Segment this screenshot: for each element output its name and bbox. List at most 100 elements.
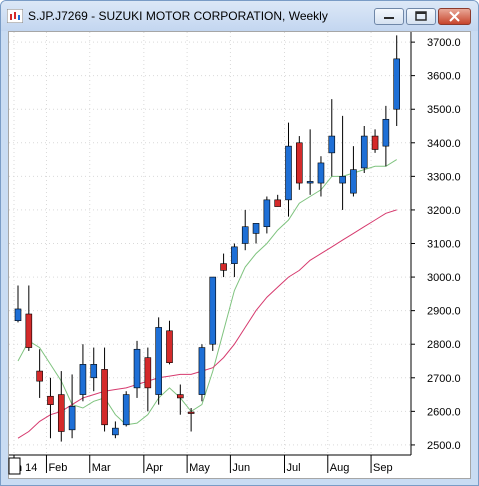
- candle-up: [14, 285, 22, 323]
- candle-up: [68, 374, 76, 439]
- ma-short-line: [17, 159, 397, 426]
- candle-up: [252, 223, 260, 244]
- candle-body: [68, 406, 76, 431]
- ma-long-line: [17, 209, 397, 439]
- y-tick-label: 3300.0: [427, 171, 461, 183]
- candle-body: [296, 142, 303, 184]
- candle-up: [263, 196, 271, 234]
- y-tick-label: 2900.0: [427, 306, 461, 318]
- candle-body: [382, 118, 390, 147]
- candle-down: [166, 320, 173, 365]
- y-tick-label: 2600.0: [427, 406, 461, 418]
- candle-body: [231, 246, 238, 264]
- x-tick-label: Jun: [232, 462, 250, 474]
- candle-up: [90, 347, 98, 392]
- candle-up: [328, 99, 336, 177]
- candle-body: [241, 226, 249, 244]
- y-tick-label: 3700.0: [427, 37, 461, 49]
- candle-down: [25, 285, 33, 351]
- scroll-handle: [8, 457, 21, 475]
- y-tick-label: 2800.0: [427, 339, 461, 351]
- x-tick-label: May: [189, 462, 210, 474]
- window-title: S.JP.J7269 - SUZUKI MOTOR CORPORATION, W…: [28, 9, 328, 23]
- candle-down: [57, 371, 65, 442]
- x-tick-label: Aug: [330, 462, 350, 474]
- chart-app-icon: [7, 9, 23, 23]
- moving-average-layer: [17, 159, 397, 439]
- candle-body: [177, 394, 184, 399]
- y-tick-label: 3400.0: [427, 138, 461, 150]
- candle-body: [393, 58, 401, 110]
- candle-up: [360, 126, 368, 173]
- maximize-icon: [415, 11, 427, 21]
- x-tick-label: Feb: [48, 462, 67, 474]
- candle-body: [220, 263, 227, 271]
- candle-body: [133, 348, 141, 389]
- candle-body: [79, 364, 87, 395]
- candle-up: [382, 105, 390, 167]
- candle-body: [122, 394, 130, 426]
- candle-down: [187, 408, 195, 432]
- candle-up: [306, 129, 314, 195]
- x-tick-label: Jul: [287, 462, 301, 474]
- candle-body: [350, 169, 357, 194]
- candle-layer: [14, 35, 401, 442]
- close-icon: [449, 11, 460, 22]
- candle-up: [241, 209, 249, 251]
- candle-body: [112, 427, 119, 436]
- candle-down: [296, 136, 303, 190]
- candle-up: [133, 340, 141, 398]
- x-tick-label: Mar: [92, 462, 111, 474]
- close-button[interactable]: [438, 8, 471, 25]
- candle-body: [209, 276, 217, 345]
- candle-up: [285, 122, 292, 217]
- x-tick-label: Sep: [373, 462, 393, 474]
- y-tick-label: 3600.0: [427, 71, 461, 83]
- candle-body: [328, 135, 336, 154]
- candle-body: [57, 394, 65, 432]
- candle-body: [198, 347, 206, 395]
- candle-body: [14, 308, 22, 322]
- y-tick-label: 3100.0: [427, 239, 461, 251]
- maximize-button[interactable]: [406, 8, 436, 25]
- candle-down: [177, 384, 184, 415]
- candle-up: [231, 243, 238, 278]
- y-tick-label: 2500.0: [427, 440, 461, 452]
- candle-body: [47, 395, 54, 405]
- candle-body: [101, 369, 108, 426]
- candle-up: [122, 391, 130, 427]
- candle-up: [155, 317, 162, 405]
- candle-down: [101, 347, 108, 432]
- candle-body: [306, 181, 314, 184]
- candle-body: [166, 330, 173, 363]
- minimize-icon: [384, 17, 394, 19]
- y-tick-label: 3000.0: [427, 272, 461, 284]
- title-bar[interactable]: S.JP.J7269 - SUZUKI MOTOR CORPORATION, W…: [1, 1, 478, 31]
- candle-up: [79, 344, 87, 402]
- minimize-button[interactable]: [374, 8, 404, 25]
- candle-body: [371, 135, 379, 150]
- candle-up: [317, 156, 325, 197]
- candle-down: [47, 377, 54, 439]
- candle-up: [112, 421, 119, 439]
- y-tick-label: 2700.0: [427, 373, 461, 385]
- candle-body: [317, 162, 325, 184]
- candle-body: [274, 199, 281, 207]
- y-tick-label: 3500.0: [427, 104, 461, 116]
- candle-body: [263, 199, 271, 228]
- candle-body: [155, 327, 162, 395]
- candle-up: [209, 276, 217, 351]
- y-tick-label: 3200.0: [427, 205, 461, 217]
- grid-layer: [9, 32, 411, 455]
- candle-body: [144, 357, 152, 389]
- candle-body: [187, 411, 195, 414]
- candle-body: [25, 313, 33, 348]
- candle-up: [339, 115, 346, 210]
- candle-body: [36, 370, 43, 382]
- candle-down: [371, 129, 379, 153]
- x-tick-label: n 14: [16, 462, 37, 474]
- candle-down: [144, 347, 152, 412]
- candle-up: [198, 344, 206, 402]
